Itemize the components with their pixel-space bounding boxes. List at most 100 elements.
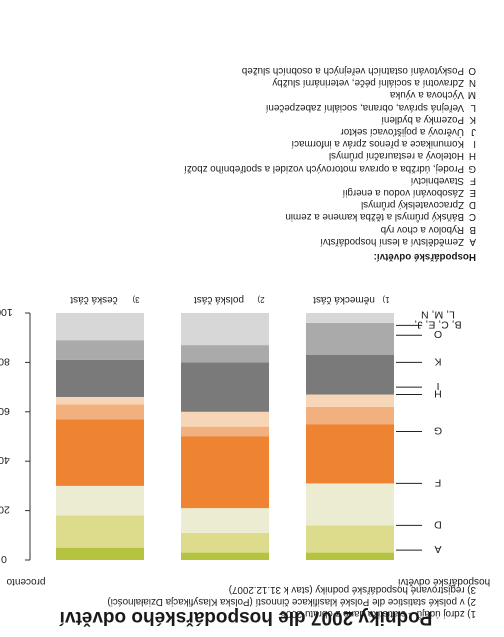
sector-item: MVýchova a výuka	[184, 88, 476, 100]
sector-item: J Úvěrový a pojišťovací sektor	[184, 125, 476, 137]
y-axis: 0 20 40 60 80 100	[0, 306, 31, 565]
bar-segment	[56, 313, 144, 341]
sector-name: Výchova a výuka	[389, 89, 464, 101]
legend-label: G	[434, 425, 442, 437]
x-axis-label: hospodářské odvětví	[398, 576, 491, 587]
bar-segment	[306, 424, 394, 484]
sector-item: K Pozemky a bydlení	[184, 113, 476, 125]
y-tick-label: 40	[0, 454, 10, 466]
sector-item: D Zpracovatelský průmysl	[184, 198, 476, 210]
bar-segment	[56, 547, 144, 560]
sector-code: K	[469, 113, 476, 125]
legend-label: K	[434, 355, 441, 367]
sector-code: L	[470, 101, 476, 113]
sector-item: F Stavebnictví	[184, 174, 476, 186]
bar-segment	[181, 436, 269, 509]
bar-segment	[181, 345, 269, 363]
sector-name: Báňský průmysl a těžba kamene a zemin	[285, 211, 464, 223]
category-label: česká část	[70, 294, 117, 305]
bar-segment	[181, 532, 269, 553]
sector-item: O Poskytování ostatních veřejných a osobn…	[184, 64, 476, 76]
sector-code: G	[468, 162, 476, 174]
sector-code: N	[468, 77, 476, 89]
sector-name: Veřejná správa, obrana, sociální zabezpe…	[265, 101, 464, 113]
bar-segment	[56, 340, 144, 360]
sector-item: E Zásobování vodou a energií	[184, 186, 476, 198]
series-legend: A D F G HI K OB, C, E, J,L, M, N	[396, 308, 462, 555]
sector-code: D	[468, 199, 476, 211]
sector-code: I	[473, 138, 476, 150]
sector-code: O	[468, 64, 476, 76]
sector-name: Stavebnictví	[410, 174, 464, 186]
bar-segment	[181, 508, 269, 533]
bar-segment	[306, 552, 394, 560]
category-note: 3)	[132, 295, 139, 304]
bar-segment	[56, 396, 144, 405]
legend-label: F	[435, 476, 441, 488]
sector-name: Úvěrový a pojišťovací sektor	[340, 125, 464, 137]
legend-label: I	[437, 380, 440, 392]
sector-code: B	[469, 223, 476, 235]
bar-segment	[306, 483, 394, 526]
bar-segment	[181, 552, 269, 560]
y-axis-label: procento	[6, 576, 45, 587]
legend-label: B, C, E, J,	[414, 318, 461, 330]
bar-segment	[306, 313, 394, 323]
sector-code: H	[468, 150, 476, 162]
legend-label: H	[434, 388, 442, 400]
bar-segment	[181, 313, 269, 346]
sector-name: Zemědělství a lesní hospodářství	[320, 235, 464, 247]
sector-code: C	[468, 211, 476, 223]
bar-segment	[56, 515, 144, 548]
category-label: německá část	[313, 294, 375, 305]
category-note: 1)	[382, 295, 389, 304]
sector-name: Zdravotní a sociální péče, veterinární s…	[272, 77, 464, 89]
sector-code: F	[470, 174, 476, 186]
legend-label: A	[434, 543, 441, 555]
bar-segment	[181, 426, 269, 437]
sector-item: N Zdravotní a sociální péče, veterinární …	[184, 76, 476, 88]
bar-segment	[56, 485, 144, 516]
sector-name: Prodej, údržba a oprava motorových vozid…	[184, 162, 464, 174]
y-tick-label: 20	[0, 504, 10, 516]
sector-item: A Zemědělství a lesní hospodářství	[184, 235, 476, 247]
bar-segment	[181, 411, 269, 427]
category-note: 2)	[257, 295, 264, 304]
bar-segment	[306, 322, 394, 355]
bar-segment	[306, 354, 394, 395]
sector-name: Rybolov a chov ryb	[380, 223, 464, 235]
sector-item: B Rybolov a chov ryb	[184, 222, 476, 235]
sector-legend-heading: Hospodářské odvětví:	[373, 251, 476, 262]
bar-segment	[56, 359, 144, 397]
y-tick-label: 80	[0, 355, 10, 367]
sector-code: J	[471, 125, 476, 137]
legend-label: D	[434, 518, 442, 530]
sector-name: Poskytování ostatních veřejných a osobní…	[241, 64, 464, 76]
sector-name: Zásobování vodou a energií	[342, 186, 464, 198]
sector-item: H Hotelový a restaurační průmysl	[184, 149, 476, 161]
sector-name: Pozemky a bydlení	[381, 113, 464, 125]
bar-segment	[306, 525, 394, 553]
sector-item: I Komunikace a přenos zpráv a informací	[184, 137, 476, 149]
sector-code: A	[469, 235, 476, 247]
y-tick-label: 0	[1, 553, 7, 565]
bar-area	[56, 313, 394, 560]
sector-item: C Báňský průmysl a těžba kamene a zemin	[184, 210, 476, 222]
legend-label: L, M, N	[421, 308, 455, 320]
legend-label: O	[434, 328, 442, 340]
category-label: polská část	[194, 294, 244, 305]
sector-code: M	[467, 89, 476, 101]
y-tick-label: 100	[0, 306, 13, 318]
y-tick-label: 60	[0, 405, 10, 417]
x-axis-categories: německá část 1) polská část 2) česká část 3)	[70, 294, 389, 305]
bar-segment	[181, 362, 269, 412]
sector-item: G Prodej, údržba a oprava motorových vozi…	[184, 161, 476, 174]
sector-name: Hotelový a restaurační průmysl	[328, 150, 464, 162]
bar-segment	[56, 419, 144, 486]
sector-name: Zpracovatelský průmysl	[361, 199, 464, 211]
sector-item: L Veřejná správa, obrana, sociální zabezp…	[184, 100, 476, 113]
bar-segment	[306, 406, 394, 425]
bar-segment	[56, 404, 144, 420]
